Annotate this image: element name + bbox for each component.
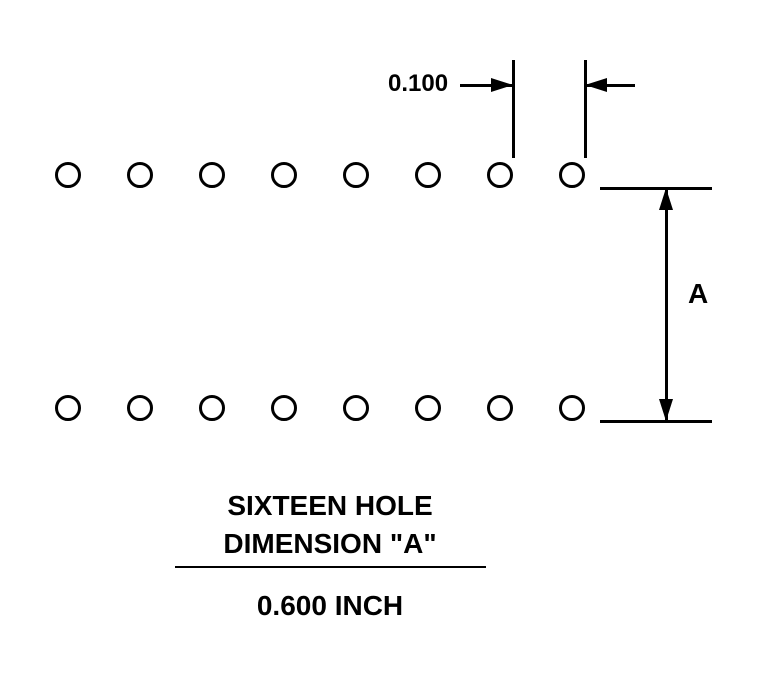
dimension-value: 0.600 INCH	[0, 590, 660, 622]
extension-line	[600, 187, 712, 190]
row-spacing-label: A	[688, 278, 708, 310]
extension-line	[600, 420, 712, 423]
arrow-left-icon	[585, 78, 607, 92]
arrow-right-icon	[491, 78, 513, 92]
hole	[343, 162, 369, 188]
hole	[271, 395, 297, 421]
hole	[559, 395, 585, 421]
arrow-up-icon	[659, 188, 673, 210]
hole	[271, 162, 297, 188]
arrow-down-icon	[659, 399, 673, 421]
dimension-line	[665, 188, 668, 421]
extension-line	[512, 60, 515, 158]
hole	[487, 395, 513, 421]
pitch-label: 0.100	[388, 70, 448, 98]
extension-line	[584, 60, 587, 158]
hole	[487, 162, 513, 188]
hole	[199, 162, 225, 188]
hole	[199, 395, 225, 421]
hole	[415, 162, 441, 188]
hole	[127, 162, 153, 188]
hole	[127, 395, 153, 421]
hole-pattern-diagram: 0.100 A SIXTEEN HOLE DIMENSION "A" 0.600 I…	[0, 0, 776, 688]
title-line1: SIXTEEN HOLE	[0, 490, 660, 522]
hole	[343, 395, 369, 421]
hole	[415, 395, 441, 421]
hole	[559, 162, 585, 188]
title-line2: DIMENSION "A"	[0, 528, 660, 560]
hole	[55, 162, 81, 188]
hole	[55, 395, 81, 421]
title-rule	[175, 566, 486, 568]
